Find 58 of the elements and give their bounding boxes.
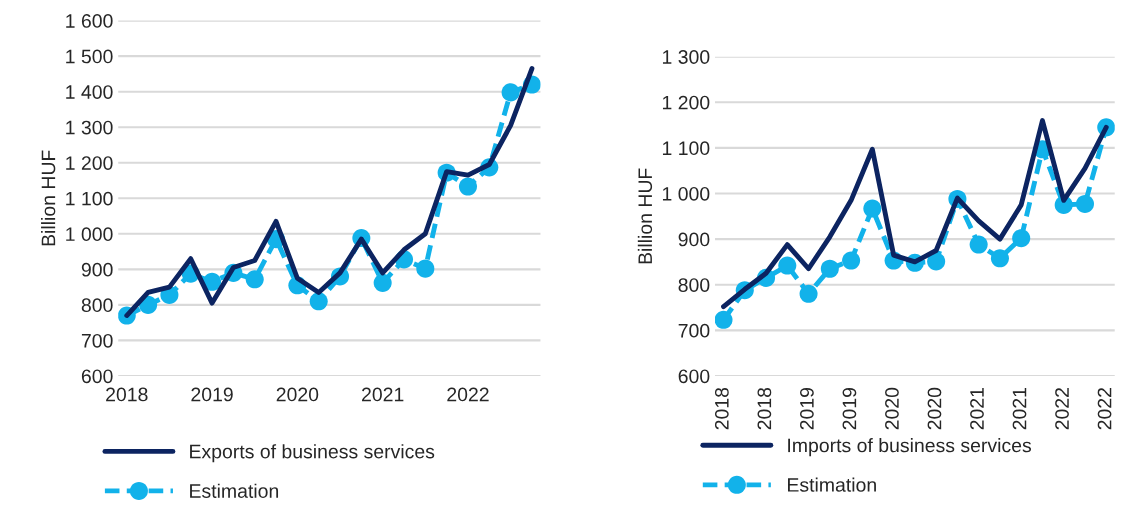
y-tick-label: 1 100 bbox=[66, 191, 113, 206]
y-tick-label: 1 300 bbox=[662, 50, 710, 64]
point bbox=[863, 199, 882, 218]
y-tick-label: 1 400 bbox=[66, 85, 113, 99]
x-tick-label: 2022 bbox=[1097, 388, 1112, 430]
x-tick-label: 2021 bbox=[970, 388, 984, 430]
point bbox=[927, 252, 946, 271]
point bbox=[820, 259, 839, 278]
x-tick-label: 2019 bbox=[800, 387, 814, 430]
y-tick-label: 1 200 bbox=[66, 156, 113, 170]
legend-label: Estimation bbox=[788, 477, 876, 492]
y-axis-title: Billion HUF bbox=[41, 150, 56, 246]
y-tick-label: 700 bbox=[678, 323, 710, 338]
x-tick-label: 2018 bbox=[714, 387, 729, 430]
x-tick-label: 2019 bbox=[842, 387, 857, 430]
y-axis-title: Billion HUF bbox=[637, 168, 653, 264]
x-tick-label: 2018 bbox=[106, 387, 148, 402]
point bbox=[969, 235, 988, 254]
point bbox=[715, 310, 733, 329]
y-tick-label: 1 300 bbox=[66, 120, 113, 135]
point bbox=[778, 256, 797, 275]
y-tick-label: 800 bbox=[678, 278, 710, 292]
legend-label: Imports of business services bbox=[788, 438, 1032, 457]
y-tick-label: 600 bbox=[678, 369, 710, 384]
point bbox=[990, 249, 1009, 268]
point bbox=[1075, 194, 1094, 214]
y-tick-label: 1 000 bbox=[66, 227, 113, 242]
y-tick-label: 900 bbox=[678, 232, 710, 247]
point bbox=[416, 259, 435, 278]
point bbox=[245, 270, 264, 289]
y-tick-label: 1 600 bbox=[66, 14, 113, 28]
x-tick-label: 2019 bbox=[191, 387, 233, 402]
x-tick-label: 2020 bbox=[885, 387, 899, 430]
y-tick-label: 1 100 bbox=[662, 141, 710, 156]
point bbox=[842, 251, 861, 270]
point bbox=[309, 292, 328, 311]
legend-label: Estimation bbox=[190, 483, 279, 498]
x-tick-label: 2021 bbox=[1012, 388, 1027, 430]
x-tick-label: 2022 bbox=[1055, 388, 1069, 430]
x-tick-label: 2020 bbox=[276, 387, 319, 402]
point bbox=[373, 273, 392, 292]
y-tick-label: 1 500 bbox=[66, 49, 113, 64]
x-tick-label: 2021 bbox=[362, 387, 404, 402]
y-tick-label: 900 bbox=[81, 262, 113, 277]
x-tick-label: 2020 bbox=[927, 387, 942, 430]
y-tick-label: 600 bbox=[81, 369, 113, 384]
x-tick-label: 2018 bbox=[757, 387, 772, 430]
y-tick-label: 1 200 bbox=[662, 95, 710, 110]
point bbox=[1012, 229, 1031, 248]
y-tick-label: 800 bbox=[81, 298, 113, 313]
point bbox=[203, 272, 222, 291]
y-tick-label: 1 000 bbox=[662, 186, 710, 201]
point bbox=[501, 83, 520, 102]
x-tick-label: 2022 bbox=[447, 387, 489, 402]
point bbox=[458, 177, 477, 196]
point bbox=[799, 284, 818, 303]
legend-label: Exports of business services bbox=[190, 444, 435, 463]
y-tick-label: 700 bbox=[81, 333, 113, 348]
